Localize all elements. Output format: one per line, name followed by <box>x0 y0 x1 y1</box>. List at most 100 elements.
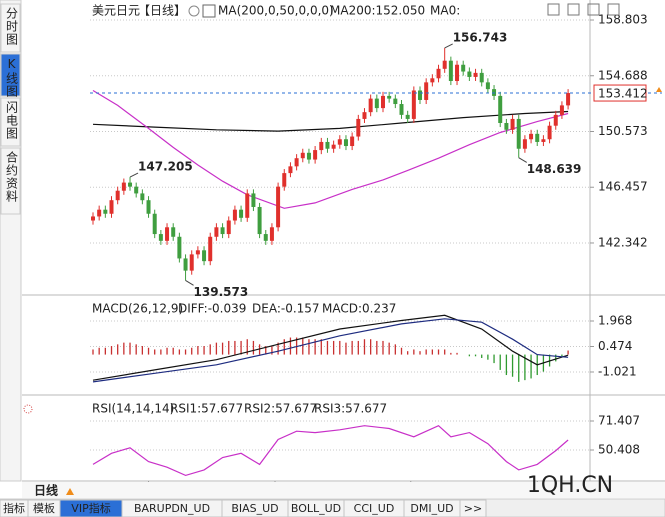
annotation-leader <box>518 157 527 163</box>
sidebar-tab[interactable] <box>0 97 21 147</box>
candle-body <box>343 139 348 147</box>
candle-body <box>165 227 170 241</box>
candle-body <box>152 213 157 235</box>
candle-body <box>547 125 552 140</box>
candle-body <box>121 182 126 191</box>
candle-body <box>282 173 287 187</box>
candle-body <box>257 206 262 235</box>
candle-body <box>171 227 176 237</box>
period-bar <box>22 482 665 498</box>
candle-body <box>313 150 318 160</box>
tab-label: BIAS_UD <box>231 502 278 515</box>
candle-body <box>566 93 571 106</box>
period-arrow <box>66 488 74 495</box>
candle-body <box>263 234 268 241</box>
panel-title: MACD(26,12,9) <box>92 302 183 316</box>
y-tick-label: -1.021 <box>598 364 637 378</box>
candle-body <box>467 71 472 77</box>
header-indicator: MA(200,0,50,0,0,0) <box>218 4 334 18</box>
candle-body <box>473 72 478 77</box>
candle-body <box>393 98 398 105</box>
indicator-line <box>92 318 569 383</box>
last-price-label: 153.412 <box>598 87 648 101</box>
rsi-icon <box>23 404 33 414</box>
candle-body <box>134 186 139 194</box>
tab[interactable] <box>459 499 487 517</box>
candle-body <box>331 144 336 149</box>
sidebar-tab[interactable] <box>0 3 21 53</box>
candle-body <box>294 158 299 167</box>
candle-body <box>214 227 219 237</box>
candle-body <box>529 133 534 140</box>
y-tick-label: 154.688 <box>598 68 648 82</box>
candle-body <box>448 60 453 82</box>
candle-body <box>535 133 540 142</box>
sidebar-tab[interactable] <box>0 147 21 215</box>
candle-body <box>510 118 515 130</box>
peak-label: 156.743 <box>453 30 508 44</box>
candle-body <box>91 216 95 221</box>
y-tick-label: 0.474 <box>598 339 632 353</box>
annotation-leader <box>129 172 139 178</box>
ma-label: MA200:152.050 <box>330 4 425 18</box>
ma-label: MA0: <box>430 4 460 18</box>
candle-body <box>300 152 305 159</box>
y-tick-label: 150.573 <box>598 124 648 138</box>
candle-body <box>158 234 163 241</box>
candle-body <box>183 258 188 271</box>
panel-title: RSI(14,14,14) <box>92 402 174 416</box>
candle-body <box>461 64 466 72</box>
candle-body <box>202 250 207 262</box>
panel-label: RSI1:57.677 <box>170 402 243 416</box>
panel-label: DIFF:-0.039 <box>178 302 246 316</box>
candle-body <box>115 190 120 201</box>
toolbar-icon[interactable] <box>607 3 620 16</box>
sidebar-tab-label: K线图 <box>5 57 19 98</box>
indicator-line <box>92 110 569 132</box>
sidebar-tab-label: 分时图 <box>5 7 19 46</box>
y-tick-label: 50.408 <box>598 443 640 457</box>
candle-body <box>455 64 460 82</box>
sidebar-tab-label: 闪电图 <box>5 101 19 140</box>
trough-label: 148.639 <box>527 162 582 176</box>
candle-body <box>288 166 293 174</box>
candle-body <box>442 60 447 69</box>
indicator-line <box>92 314 569 381</box>
tab-label: DMI_UD <box>410 502 453 515</box>
header-icon <box>188 5 200 17</box>
candle-body <box>485 82 490 90</box>
sidebar-tab-label: 合约资料 <box>5 150 19 203</box>
candle-body <box>405 114 410 119</box>
panel-label: RSI2:57.677 <box>244 402 317 416</box>
trough-label: 139.573 <box>194 285 249 299</box>
indicator-line <box>92 424 569 477</box>
y-tick-label: 146.457 <box>598 180 648 194</box>
candle-body <box>362 112 367 119</box>
candle-body <box>424 82 429 100</box>
tab-label: >> <box>464 502 482 515</box>
period-button[interactable]: 日线 <box>34 483 58 498</box>
sidebar-tab[interactable] <box>0 53 21 97</box>
annotation-leader <box>444 43 453 49</box>
toolbar-icon[interactable] <box>567 3 580 16</box>
candle-body <box>374 98 379 109</box>
candle-body <box>232 209 237 221</box>
header-icon <box>202 4 216 18</box>
candle-body <box>146 200 151 214</box>
candle-body <box>436 68 441 79</box>
candle-body <box>245 193 250 218</box>
candle-body <box>251 193 256 207</box>
candle-body <box>269 227 274 241</box>
candle-body <box>430 78 435 83</box>
y-tick-label: 1.968 <box>598 314 632 328</box>
candle-body <box>319 141 324 151</box>
candle-body <box>516 118 521 149</box>
toolbar-icon[interactable] <box>547 3 560 16</box>
tab-label: BARUPDN_UD <box>134 502 210 515</box>
candle-body <box>553 114 558 126</box>
candle-body <box>239 209 244 218</box>
last-price-marker <box>656 87 662 93</box>
toolbar-icon[interactable] <box>587 3 600 16</box>
candle-body <box>504 122 509 130</box>
